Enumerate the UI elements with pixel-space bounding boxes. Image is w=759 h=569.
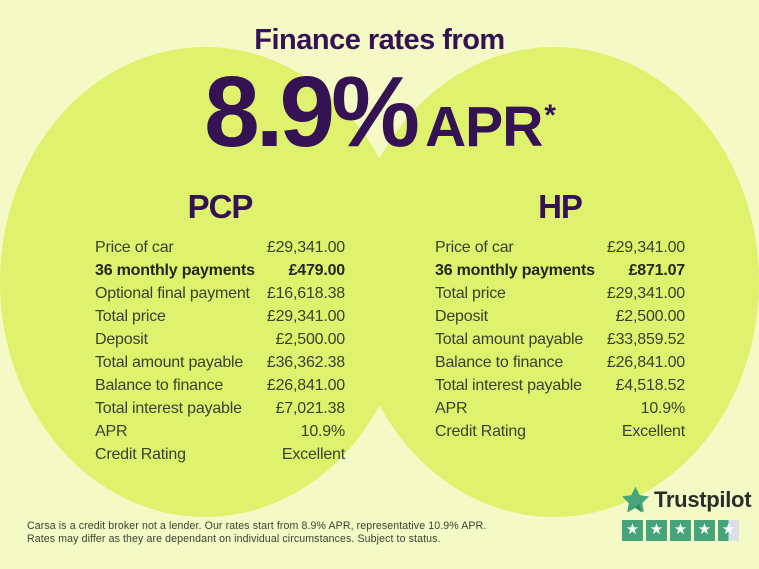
row-value: £16,618.38 [266,285,345,302]
star-box: ★ [670,520,691,541]
row-value: £26,841.00 [606,354,685,371]
disclaimer-line-2: Rates may differ as they are dependant o… [27,532,441,545]
trustpilot-logo: Trustpilot [622,486,752,513]
star-icon: ★ [673,521,688,538]
row-value: £871.07 [628,262,686,279]
rate-unit: APR* [425,98,556,156]
row-value: £29,341.00 [606,285,685,302]
row-value: £26,841.00 [266,377,345,394]
row-value: £2,500.00 [275,331,346,348]
table-row: Credit Rating Excellent [95,443,345,466]
star-icon: ★ [721,521,736,538]
row-label: Deposit [435,308,488,325]
star-icon: ★ [697,521,712,538]
row-label: APR [95,423,128,440]
row-label: Price of car [95,239,174,256]
row-value: 10.9% [640,400,686,417]
star-icon: ★ [625,521,640,538]
row-label: Total interest payable [435,377,582,394]
row-value: £2,500.00 [615,308,686,325]
table-row: Total price £29,341.00 [435,282,685,305]
row-label: Balance to finance [95,377,224,394]
table-row: Total interest payable £7,021.38 [95,397,345,420]
table-row: Total amount payable £36,362.38 [95,351,345,374]
trustpilot-widget: Trustpilot ★ ★ ★ ★ ★ [622,486,752,541]
rate-value: 8.9% [204,56,420,168]
table-row: Deposit £2,500.00 [95,328,345,351]
page-title: Finance rates from [254,24,505,56]
table-row: Optional final payment £16,618.38 [95,282,345,305]
trustpilot-wordmark: Trustpilot [654,486,752,512]
row-value: 10.9% [300,423,346,440]
row-value: £33,859.52 [606,331,685,348]
row-value: £4,518.52 [615,377,686,394]
row-label: 36 monthly payments [435,262,595,279]
star-icon: ★ [649,521,664,538]
table-row: Price of car £29,341.00 [95,236,345,259]
row-value: £29,341.00 [266,239,345,256]
row-label: Total amount payable [435,331,584,348]
row-value: £36,362.38 [266,354,345,371]
headline-rate: 8.9% APR* [0,62,759,162]
row-label: Total price [95,308,166,325]
row-value: £29,341.00 [266,308,345,325]
hp-table: Price of car £29,341.00 36 monthly payment… [435,236,685,443]
row-label: Deposit [95,331,148,348]
star-box: ★ [694,520,715,541]
star-box: ★ [646,520,667,541]
background-circle-right [349,47,759,517]
row-label: Total amount payable [95,354,244,371]
row-label: Balance to finance [435,354,564,371]
row-value: £479.00 [288,262,346,279]
table-row: Total interest payable £4,518.52 [435,374,685,397]
row-label: Optional final payment [95,285,250,302]
row-value: Excellent [281,446,345,463]
hp-column-title: HP [538,188,583,225]
table-row: 36 monthly payments £479.00 [95,259,345,282]
table-row: Price of car £29,341.00 [435,236,685,259]
pcp-table: Price of car £29,341.00 36 monthly payment… [95,236,345,466]
background-circle-left [0,47,410,517]
row-label: Credit Rating [435,423,526,440]
hp-column: HP Price of car £29,341.00 36 monthly paym… [435,189,685,443]
row-value: £29,341.00 [606,239,685,256]
disclaimer-text: Carsa is a credit broker not a lender. O… [27,520,486,545]
row-label: Credit Rating [95,446,186,463]
rate-unit-label: APR [425,95,543,159]
table-row: Balance to finance £26,841.00 [95,374,345,397]
row-label: Total interest payable [95,400,242,417]
star-box: ★ [622,520,643,541]
trustpilot-star-icon [622,486,649,513]
row-label: APR [435,400,468,417]
table-row: Total price £29,341.00 [95,305,345,328]
pcp-column: PCP Price of car £29,341.00 36 monthly pay… [95,189,345,466]
table-row: Deposit £2,500.00 [435,305,685,328]
table-row: Total amount payable £33,859.52 [435,328,685,351]
star-box: ★ [718,520,739,541]
row-label: 36 monthly payments [95,262,255,279]
row-label: Total price [435,285,506,302]
table-row: Balance to finance £26,841.00 [435,351,685,374]
table-row: 36 monthly payments £871.07 [435,259,685,282]
table-row: APR 10.9% [95,420,345,443]
pcp-column-title: PCP [187,188,254,225]
asterisk: * [544,98,555,132]
row-label: Price of car [435,239,514,256]
disclaimer-line-1: Carsa is a credit broker not a lender. O… [27,520,487,532]
row-value: Excellent [621,423,685,440]
trustpilot-rating-stars: ★ ★ ★ ★ ★ [622,520,751,541]
table-row: APR 10.9% [435,397,685,420]
table-row: Credit Rating Excellent [435,420,685,443]
row-value: £7,021.38 [275,400,346,417]
